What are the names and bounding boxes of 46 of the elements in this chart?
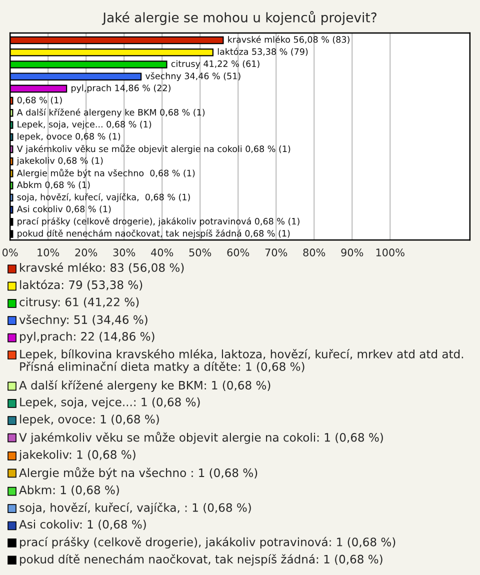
data-label: A další křížené alergeny ke BKM 0,68 % (1) [16,108,205,118]
x-tick-label: 60% [227,248,250,256]
text: pyl,prach: 22 (14,86 %) [20,332,154,343]
x-tick-label: 20% [75,248,98,256]
data-label: pokud dítě nenechám naočkovat, tak nejspíš žádná 0,68 % (1) [18,230,290,238]
text: kravské mléko: 83 (56,08 %) [20,262,184,274]
x-tick-label: 40% [151,248,174,256]
data-label: pyl,prach 14,86 % (22) [72,84,170,93]
x-tick-label: 80% [303,248,326,256]
text: Lepek, soja, vejce...: 1 (0,68 %) [20,397,200,409]
text: všechny: 51 (34,46 %) [19,314,148,326]
data-label: prací prášky (celkově drogerie), jakákoliv potravinová 0,68 % (1) [18,217,300,226]
text: Alergie může být na všechno : 1 (0,68 %) [19,467,258,480]
chart-title: Jaké alergie se mohou u kojenců projevit? [102,11,376,25]
text: citrusy: 61 (41,22 %) [20,297,139,309]
text: V jakémkoliv věku se může objevit alergie na cokoli: 1 (0,68 %) [19,432,383,444]
data-label: lepek, ovoce 0,68 % (1) [18,132,120,142]
x-tick-label: 0% [2,248,18,256]
text: jakekoliv: 1 (0,68 %) [18,450,136,462]
text: Abkm: 1 (0,68 %) [19,485,119,496]
text: Lepek, bílkovina kravského mléka, laktoza, hovězí, kuřecí, mrkev atd atd atd. Přísná eliminační dieta matky a dítěte: 1 (0,68 %) [20,349,464,374]
data-label: všechny 34,46 % (51) [145,72,240,81]
data-label: Lepek, soja, vejce... 0,68 % (1) [18,120,152,130]
data-label: citrusy 41,22 % (61) [171,60,260,69]
text: pokud dítě nenechám naočkovat, tak nejspíš žádná: 1 (0,68 %) [20,554,382,566]
text: A další křížené alergeny ke BKM: 1 (0,68 %) [19,380,270,392]
text: lepek, ovoce: 1 (0,68 %) [20,414,159,426]
text: soja, hovězí, kuřecí, vajíčka, : 1 (0,68 %) [20,502,251,514]
data-label: laktóza 53,38 % (79) [218,48,308,56]
data-label: Alergie může být na všechno 0,68 % (1) [16,168,195,178]
data-label: Asi cokoliv 0,68 % (1) [16,206,111,214]
data-label: 0,68 % (1) [17,96,62,104]
x-tick-label: 90% [341,248,364,256]
text: prací prášky (celkově drogerie), jakákoliv potravinová: 1 (0,68 %) [20,536,396,549]
x-tick-label: 10% [38,248,60,256]
data-label: V jakémkoliv věku se může objevit alergie na cokoli 0,68 % (1) [16,144,290,154]
data-label: soja, hovězí, kuřecí, vajíčka, 0,68 % (1) [17,193,190,202]
x-tick-label: 70% [265,248,288,256]
x-tick-label: 50% [189,248,212,256]
data-label: jakekoliv 0,68 % (1) [16,157,103,166]
text: laktóza: 79 (53,38 %) [20,280,142,290]
x-tick-label: 30% [113,248,136,256]
x-tick-label: 100% [376,248,404,256]
data-label: kravské mléko 56,08 % (83) [228,36,350,44]
text: Asi cokoliv: 1 (0,68 %) [19,520,146,530]
data-label: Abkm 0,68 % (1) [16,181,90,190]
